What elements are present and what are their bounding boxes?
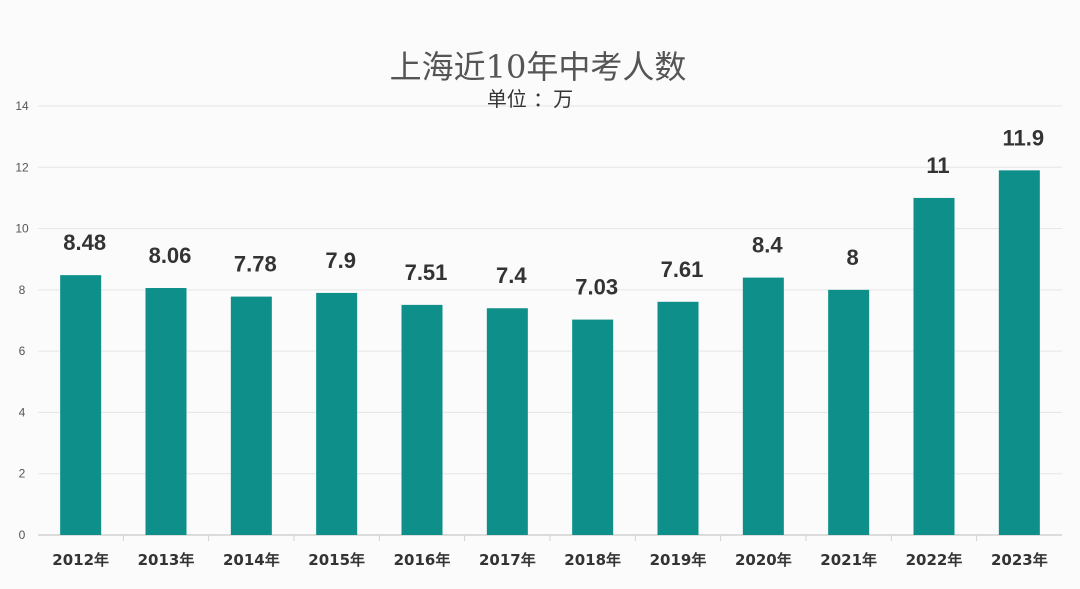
data-label: 7.03 xyxy=(575,275,618,300)
gridlines xyxy=(38,105,1062,536)
bar xyxy=(486,308,528,535)
data-label: 11.9 xyxy=(1003,125,1045,150)
data-label: 8 xyxy=(847,245,859,270)
chart-title: 上海近10年中考人数 xyxy=(390,48,687,86)
bar xyxy=(230,296,272,535)
chart-subtitle: 单位 ：万 xyxy=(487,87,573,111)
data-label: 8.4 xyxy=(752,233,783,258)
y-tick-label: 4 xyxy=(19,405,26,419)
bar xyxy=(742,277,784,535)
x-tick-label: 2015年 xyxy=(308,551,365,569)
data-label: 7.9 xyxy=(325,248,356,273)
y-tick-label: 14 xyxy=(15,99,29,113)
bar xyxy=(657,301,699,535)
x-axis: 2012年 2013年 2014年 2015年 2016年 2017年 2018年 2019年… xyxy=(52,535,1048,569)
x-tick-label: 2021年 xyxy=(820,551,877,569)
x-tick-label: 2017年 xyxy=(479,551,536,569)
bar xyxy=(401,304,443,535)
y-axis: 0 2 4 6 8 10 12 14 xyxy=(15,99,29,542)
data-label: 11 xyxy=(926,153,949,178)
data-label: 7.51 xyxy=(405,260,448,285)
x-tick-label: 2020年 xyxy=(735,551,792,569)
data-label: 7.78 xyxy=(234,252,277,277)
y-tick-label: 8 xyxy=(19,283,26,297)
y-tick-label: 12 xyxy=(15,160,29,174)
data-label: 8.06 xyxy=(149,243,192,268)
x-tick-label: 2022年 xyxy=(906,551,963,569)
data-label: 7.4 xyxy=(496,263,527,288)
x-tick-label: 2019年 xyxy=(650,551,707,569)
bars xyxy=(60,170,1040,535)
x-tick-label: 2014年 xyxy=(223,551,280,569)
bar xyxy=(828,289,870,535)
bar xyxy=(998,170,1040,535)
data-label: 7.61 xyxy=(661,257,704,282)
y-tick-label: 6 xyxy=(19,344,26,358)
data-label: 8.48 xyxy=(63,230,106,255)
x-tick-label: 2013年 xyxy=(138,551,195,569)
bar xyxy=(316,292,358,535)
x-tick-label: 2018年 xyxy=(564,551,621,569)
y-tick-label: 0 xyxy=(19,528,26,542)
bar xyxy=(145,288,187,535)
bar xyxy=(572,319,614,535)
x-tick-label: 2016年 xyxy=(394,551,451,569)
y-tick-label: 10 xyxy=(15,222,29,236)
bar xyxy=(913,197,955,535)
x-tick-label: 2012年 xyxy=(52,551,109,569)
y-tick-label: 2 xyxy=(19,467,26,481)
bar xyxy=(60,275,102,535)
x-tick-label: 2023年 xyxy=(991,551,1048,569)
